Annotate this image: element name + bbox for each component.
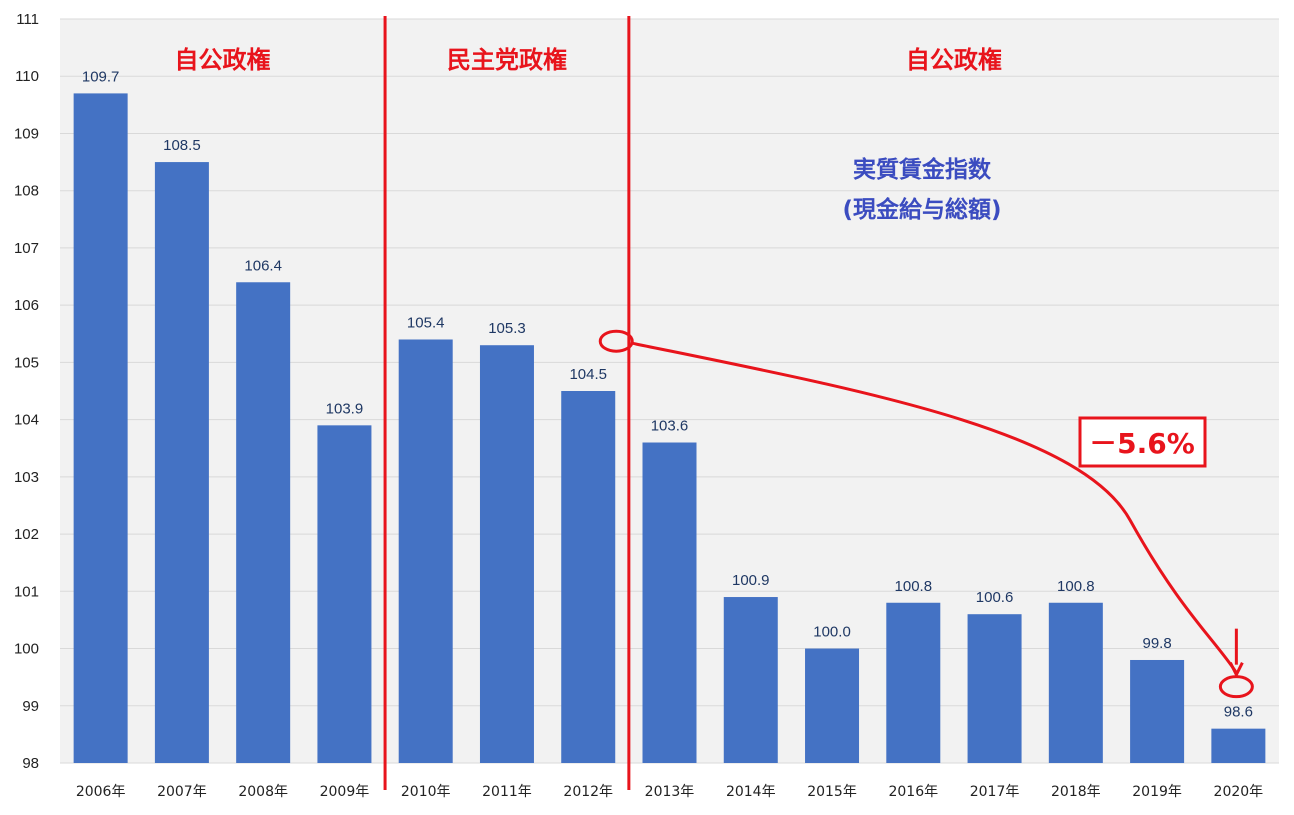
bar [1130, 659, 1185, 763]
data-label: 105.4 [407, 314, 445, 331]
x-tick-label: 2010年 [401, 784, 451, 800]
y-tick-label: 103 [14, 469, 39, 486]
bar [154, 162, 209, 764]
y-tick-label: 109 [14, 125, 39, 142]
bar [723, 597, 778, 763]
y-tick-label: 101 [14, 583, 39, 600]
x-tick-label: 2007年 [157, 784, 207, 800]
bars [73, 93, 1266, 764]
data-label: 104.5 [569, 366, 607, 383]
x-axis-ticks: 2006年 2007年 2008年 2009年 2010年 2011年 2012年 2013年… [76, 784, 1263, 800]
data-label: 98.6 [1224, 704, 1253, 721]
bar [1211, 728, 1266, 763]
y-tick-label: 111 [16, 11, 39, 28]
x-tick-label: 2019年 [1132, 784, 1182, 800]
y-tick-label: 102 [14, 526, 39, 543]
x-tick-label: 2006年 [76, 784, 126, 800]
x-tick-label: 2011年 [482, 784, 532, 800]
data-label: 108.5 [163, 137, 201, 154]
decline-arrow-head [1229, 661, 1244, 679]
bar [967, 614, 1022, 763]
y-tick-label: 98 [22, 755, 39, 772]
data-label: 103.6 [651, 418, 689, 435]
x-tick-label: 2013年 [645, 784, 695, 800]
bar [1048, 602, 1103, 763]
bar [479, 345, 534, 763]
y-tick-label: 108 [14, 183, 39, 200]
start-marker-ellipse [598, 329, 634, 353]
data-label: 99.8 [1142, 635, 1171, 652]
data-labels: 109.7 108.5 106.4 103.9 105.4 105.3 104.5 103.6… [82, 68, 1253, 720]
x-tick-label: 2018年 [1051, 784, 1101, 800]
data-label: 105.3 [488, 320, 526, 337]
x-tick-label: 2009年 [320, 784, 370, 800]
x-tick-label: 2020年 [1214, 784, 1264, 800]
y-tick-label: 105 [14, 354, 39, 371]
data-label: 100.8 [1057, 578, 1095, 595]
bar [805, 648, 860, 763]
bar [561, 391, 616, 763]
bar [398, 339, 453, 763]
y-tick-label: 104 [14, 412, 39, 429]
x-tick-label: 2016年 [888, 784, 938, 800]
era-label: 民主党政権 [447, 46, 567, 74]
data-label: 100.6 [976, 589, 1014, 606]
decline-arrow-curve [631, 341, 1238, 674]
x-tick-label: 2015年 [807, 784, 857, 800]
bar [73, 93, 128, 763]
x-tick-label: 2014年 [726, 784, 776, 800]
y-tick-label: 106 [14, 297, 39, 314]
x-tick-label: 2012年 [563, 784, 613, 800]
y-tick-label: 110 [15, 68, 39, 85]
change-box [1078, 416, 1207, 468]
bar [236, 282, 291, 763]
chart-subtitle: (現金給与総額) [842, 196, 1001, 223]
data-label: 100.8 [895, 578, 933, 595]
change-label: －5.6% [1089, 427, 1195, 460]
bar [886, 602, 941, 763]
y-axis-ticks: 98 99 100 101 102 103 104 105 106 107 108 109 110 111 [14, 11, 39, 772]
chart-title: 実質賃金指数 [853, 156, 992, 183]
bar [317, 425, 372, 763]
data-label: 109.7 [82, 68, 120, 85]
bar [642, 442, 697, 763]
data-label: 103.9 [326, 400, 364, 417]
y-tick-label: 99 [22, 698, 39, 715]
y-tick-label: 107 [14, 240, 39, 257]
era-label: 自公政権 [175, 46, 271, 74]
data-label: 100.9 [732, 572, 770, 589]
x-tick-label: 2008年 [238, 784, 288, 800]
data-label: 100.0 [813, 624, 851, 641]
y-tick-label: 100 [14, 641, 39, 658]
era-label: 自公政権 [906, 46, 1002, 74]
data-label: 106.4 [244, 257, 282, 274]
x-tick-label: 2017年 [970, 784, 1020, 800]
